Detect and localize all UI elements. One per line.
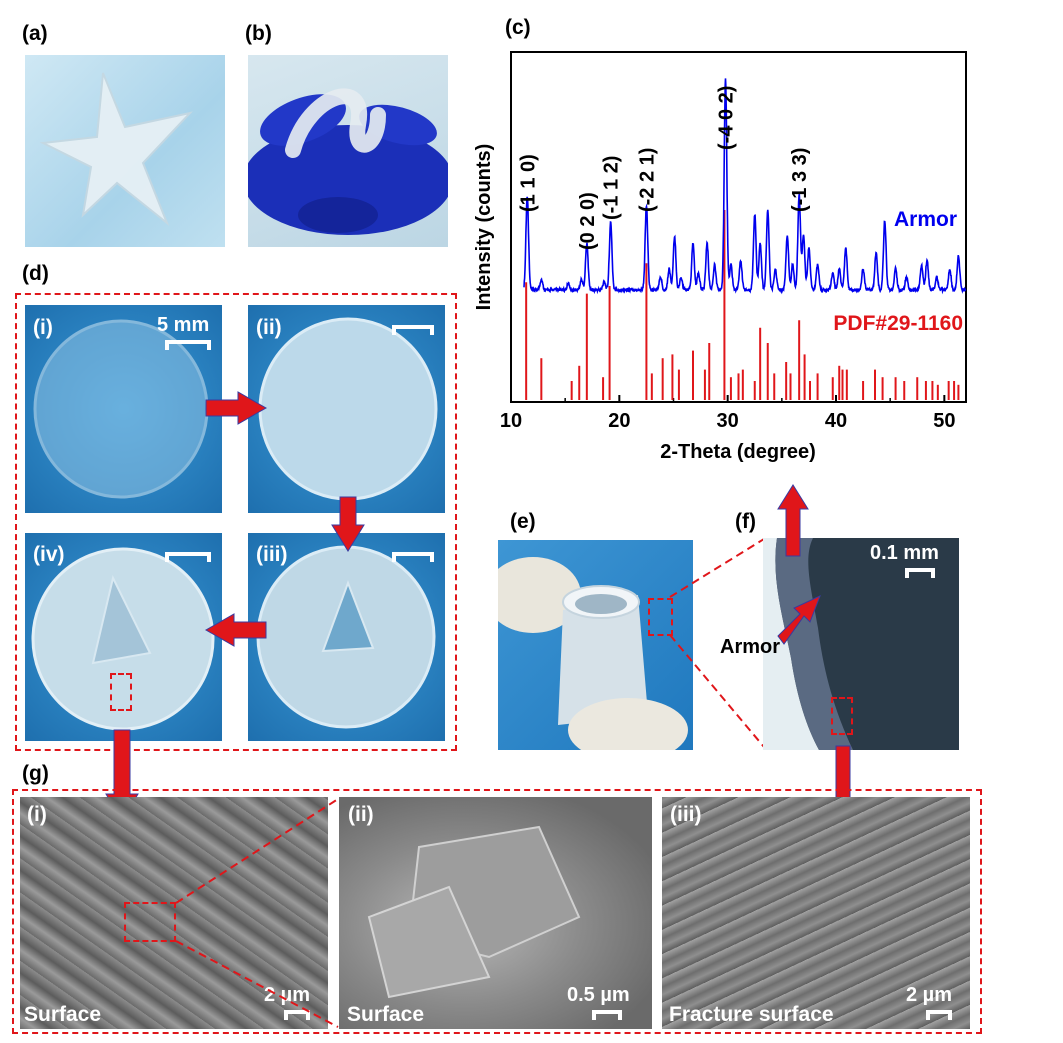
microscope-photo	[763, 538, 959, 750]
armor-annotation: Armor	[720, 636, 781, 658]
sem-label-i: (i)	[27, 803, 47, 826]
arrow-up-icon	[777, 484, 809, 557]
panel-label-g: (g)	[22, 762, 49, 785]
arrow-left-icon	[204, 613, 267, 647]
disk-label-ii: (ii)	[256, 316, 282, 339]
peak-label: (0 2 0)	[577, 192, 599, 250]
peak-label: (-1 1 2)	[601, 156, 623, 220]
xrd-chart: 10 20 30 40 50 (1 1 0) (0 2 0)(-1 1 2) (-2 2 1)…	[473, 51, 967, 463]
region-marker-d-iv	[110, 673, 132, 711]
panel-label-e: (e)	[510, 510, 536, 533]
scale-bar-f	[905, 568, 935, 578]
zoom-connector	[669, 538, 765, 748]
scale-bar-d-ii	[392, 325, 434, 335]
panel-label-a: (a)	[22, 22, 48, 45]
scale-bar-g-i	[284, 1010, 310, 1020]
bending-photo	[248, 55, 448, 247]
zoom-box-g-i	[124, 902, 176, 942]
peak-label: (-4 0 2)	[716, 86, 738, 150]
x-tick-label: 40	[825, 410, 847, 432]
panel-label-d: (d)	[22, 262, 49, 285]
panel-label-b: (b)	[245, 22, 272, 45]
panel-d-frame	[15, 293, 457, 751]
panel-label-c: (c)	[505, 16, 531, 39]
region-marker-e	[648, 598, 673, 636]
scale-label-g-i: 2 µm	[264, 984, 310, 1006]
sem-photo-iii	[662, 797, 970, 1029]
zoom-connector-g	[175, 798, 339, 1028]
x-tick-label: 20	[608, 410, 630, 432]
panel-g-frame	[12, 789, 982, 1034]
disk-label-iii: (iii)	[256, 543, 288, 566]
scale-label-g-iii: 2 µm	[906, 984, 952, 1006]
peak-label: (1 1 0)	[517, 154, 539, 212]
sem-caption-iii: Fracture surface	[669, 1003, 834, 1026]
peak-label: (-1 3 3)	[789, 148, 811, 212]
region-marker-f	[831, 697, 853, 735]
y-axis-label: Intensity (counts)	[473, 144, 495, 311]
legend-pdf: PDF#29-1160	[833, 312, 963, 335]
scale-label-5mm: 5 mm	[157, 314, 210, 336]
x-axis-label: 2-Theta (degree)	[660, 441, 816, 463]
scale-label-f: 0.1 mm	[870, 542, 939, 564]
arrow-diagonal-icon	[777, 595, 821, 645]
panel-label-f: (f)	[735, 510, 756, 533]
scale-bar-g-ii	[592, 1010, 622, 1020]
sem-label-iii: (iii)	[670, 803, 702, 826]
x-tick-label: 30	[717, 410, 739, 432]
legend-armor: Armor	[894, 208, 957, 231]
sem-photo-ii	[339, 797, 652, 1029]
x-tick-label: 10	[500, 410, 522, 432]
disk-label-i: (i)	[33, 316, 53, 339]
star-photo	[25, 55, 225, 247]
scale-bar-d-iii	[392, 552, 434, 562]
scale-bar-g-iii	[926, 1010, 952, 1020]
tube-photo	[498, 540, 693, 750]
sem-label-ii: (ii)	[348, 803, 374, 826]
disk-photo-iii	[248, 533, 445, 741]
disk-photo-ii	[248, 305, 445, 513]
scale-bar-d-iv	[165, 552, 211, 562]
disk-label-iv: (iv)	[33, 543, 65, 566]
arrow-right-icon	[205, 391, 268, 425]
plot-frame	[510, 51, 967, 403]
peak-label: (-2 2 1)	[636, 148, 658, 212]
sem-caption-ii: Surface	[347, 1003, 425, 1026]
disk-photo-iv	[25, 533, 222, 741]
disk-photo-i	[25, 305, 222, 513]
scale-bar-d-i	[165, 340, 211, 350]
x-tick-label: 50	[933, 410, 955, 432]
arrow-down-icon	[331, 496, 365, 552]
armor-xrd-line	[523, 78, 967, 295]
sem-caption-i: Surface	[24, 1003, 102, 1026]
scale-label-g-ii: 0.5 µm	[567, 984, 630, 1006]
